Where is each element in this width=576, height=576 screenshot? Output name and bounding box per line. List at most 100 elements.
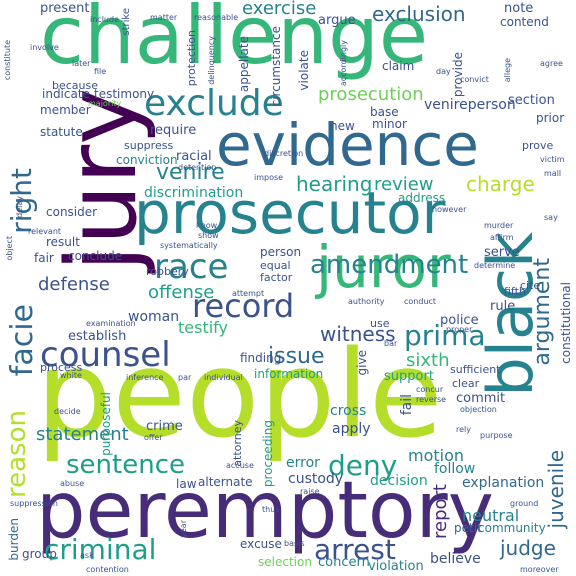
word-burden: burden — [7, 518, 21, 561]
word-indicate: indicate — [42, 87, 90, 101]
word-new: new — [330, 119, 355, 133]
word-convict: convict — [460, 75, 489, 84]
word-cite: cite — [520, 279, 541, 292]
word-process: process — [40, 361, 83, 374]
word-accordingly: accordingly — [339, 40, 348, 87]
word-appellate: appellate — [237, 36, 251, 93]
word-petit: petit — [454, 521, 482, 535]
word-prima: prima — [404, 319, 486, 352]
word-agree: agree — [540, 59, 563, 68]
word-statement: statement — [36, 424, 129, 445]
word-basis: basis — [284, 539, 305, 548]
word-proper: proper — [446, 325, 473, 334]
word-excuse: excuse — [240, 537, 282, 551]
word-include: include — [90, 15, 119, 24]
word-however: however — [432, 205, 467, 214]
word-arrest: arrest — [314, 533, 396, 566]
word-motion: motion — [408, 446, 465, 465]
word-object: object — [5, 236, 14, 261]
word-prove: prove — [522, 139, 554, 152]
word-murder: murder — [484, 221, 514, 230]
word-detention: detention — [178, 163, 217, 172]
word-criminal: criminal — [44, 533, 157, 566]
word-decision: decision — [370, 473, 428, 489]
word-constitutional: constitutional — [559, 282, 573, 364]
word-prosecutor: prosecutor — [134, 179, 446, 247]
word-conclude: conclude — [68, 249, 123, 263]
word-fifth: fifth — [504, 285, 526, 298]
word-discretion: discretion — [264, 149, 304, 158]
word-contention: contention — [86, 565, 129, 574]
word-allege: allege — [503, 58, 512, 83]
word-circumstance: circumstance — [269, 26, 283, 107]
word-involve: involve — [30, 43, 59, 52]
word-counsel: counsel — [40, 335, 171, 375]
word-individual: individual — [204, 373, 243, 382]
word-majority: majority — [88, 99, 122, 108]
word-say: say — [544, 213, 558, 222]
word-attorney: attorney — [231, 420, 244, 467]
word-suppress: suppress — [124, 139, 174, 152]
word-juvenile: juvenile — [544, 450, 568, 529]
word-person: person — [260, 245, 302, 259]
word-discrimination: discrimination — [144, 185, 244, 201]
word-serve: serve — [484, 245, 520, 260]
word-charge: charge — [466, 172, 535, 196]
word-clear: clear — [452, 377, 480, 390]
word-raise: raise — [300, 487, 320, 496]
word-exclude: exclude — [144, 83, 284, 124]
word-fail: fail — [399, 394, 415, 416]
word-proceeding: proceeding — [261, 420, 275, 488]
word-white: white — [60, 371, 82, 380]
word-prosecution: prosecution — [318, 84, 424, 105]
word-reverse: reverse — [416, 395, 447, 404]
word-strike: strike — [121, 8, 132, 36]
word-concern: concern — [318, 555, 370, 570]
word-base: base — [370, 105, 399, 119]
word-because: because — [52, 79, 99, 92]
word-support: support — [384, 369, 434, 384]
word-attempt: attempt — [232, 289, 265, 298]
word-decide: decide — [54, 407, 81, 416]
word-exclusion: exclusion — [372, 2, 466, 26]
word-believe: believe — [430, 551, 481, 567]
word-offense: offense — [148, 282, 215, 303]
word-testify: testify — [178, 318, 228, 337]
word-finding: finding — [240, 351, 282, 365]
word-police: police — [440, 313, 479, 328]
word-conduct: conduct — [404, 297, 437, 306]
word-venire: venire — [156, 160, 225, 185]
word-statute: statute — [40, 125, 83, 139]
word-delay: delay — [15, 196, 24, 218]
word-member: member — [40, 103, 91, 117]
word-purposeful: purposeful — [99, 392, 113, 456]
word-group: group — [22, 547, 57, 561]
word-establish: establish — [68, 329, 127, 344]
word-constitute: constitute — [3, 40, 12, 81]
word-review: review — [374, 174, 434, 195]
word-give: give — [355, 350, 369, 376]
word-commit: commit — [456, 391, 506, 406]
word-violation: violation — [368, 559, 424, 574]
word-reasonable: reasonable — [194, 13, 239, 22]
word-woman: woman — [128, 309, 180, 325]
word-prior: prior — [536, 111, 565, 125]
word-section: section — [508, 93, 555, 108]
word-mall: mall — [544, 169, 562, 178]
word-information: information — [254, 367, 324, 381]
word-venireperson: venireperson — [424, 97, 516, 113]
word-affirm: affirm — [490, 233, 514, 242]
word-ask: ask — [80, 551, 94, 560]
word-protection: protection — [185, 30, 198, 87]
word-impose: impose — [254, 173, 284, 182]
word-fair: fair — [34, 251, 54, 265]
word-know: know — [196, 221, 218, 230]
word-minor: minor — [372, 117, 407, 131]
word-sufficient: sufficient — [450, 363, 501, 376]
word-racial: racial — [176, 149, 212, 164]
word-challenge: challenge — [40, 0, 429, 82]
word-defense: defense — [38, 274, 110, 295]
word-hearing: hearing — [296, 172, 373, 196]
word-rule: rule — [490, 299, 516, 314]
word-race: race — [154, 247, 229, 287]
